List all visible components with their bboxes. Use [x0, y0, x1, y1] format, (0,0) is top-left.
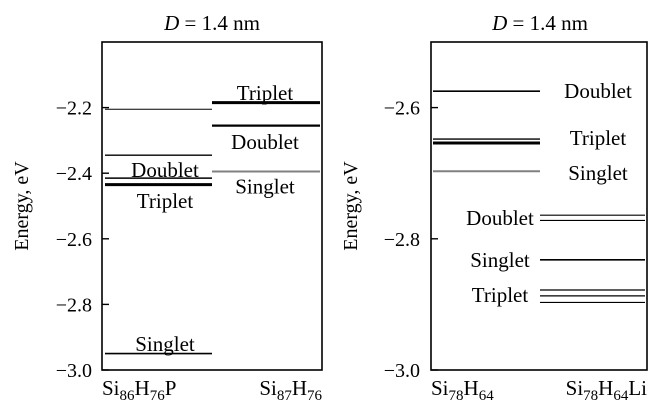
level-label: Triplet — [137, 189, 194, 213]
y-tick-label: −3.0 — [384, 360, 420, 382]
chart-panel-1: D = 1.4 nm Energy, eV −2.2 −2.4 −2.6 −2.8 −3.0… — [11, 11, 323, 403]
level-label: Triplet — [570, 126, 627, 150]
level-label: Triplet — [472, 283, 529, 307]
level-label: Doublet — [131, 158, 199, 182]
level-label: Doublet — [466, 206, 534, 230]
y-tick-label: −2.6 — [384, 98, 420, 120]
level-label: Triplet — [237, 81, 294, 105]
y-tick-label: −3.0 — [56, 360, 92, 382]
chart-title: D = 1.4 nm — [163, 11, 260, 35]
y-axis-label: Energy, eV — [340, 161, 362, 251]
y-tick-label: −2.8 — [384, 229, 420, 251]
level-label: Singlet — [568, 161, 628, 185]
category-label: Si78H64 — [431, 376, 494, 403]
y-tick-label: −2.4 — [56, 163, 92, 185]
category-label: Si78H64Li — [566, 376, 648, 403]
y-tick-label: −2.2 — [56, 98, 92, 120]
plot-frame — [430, 41, 648, 371]
category-label: Si87H76 — [259, 376, 322, 403]
level-label: Doublet — [231, 130, 299, 154]
y-axis-label: Energy, eV — [11, 161, 33, 251]
y-tick-label: −2.8 — [56, 294, 92, 316]
level-label: Singlet — [235, 174, 295, 198]
level-label: Singlet — [470, 248, 530, 272]
level-label: Doublet — [564, 79, 632, 103]
plot-frame — [101, 41, 323, 371]
chart-title: D = 1.4 nm — [491, 11, 588, 35]
level-label: Singlet — [135, 332, 195, 356]
chart-panel-2: D = 1.4 nm Energy, eV −2.6 −2.8 −3.0 Doublet T… — [340, 11, 648, 403]
y-tick-label: −2.6 — [56, 229, 92, 251]
category-label: Si86H76P — [102, 376, 176, 403]
